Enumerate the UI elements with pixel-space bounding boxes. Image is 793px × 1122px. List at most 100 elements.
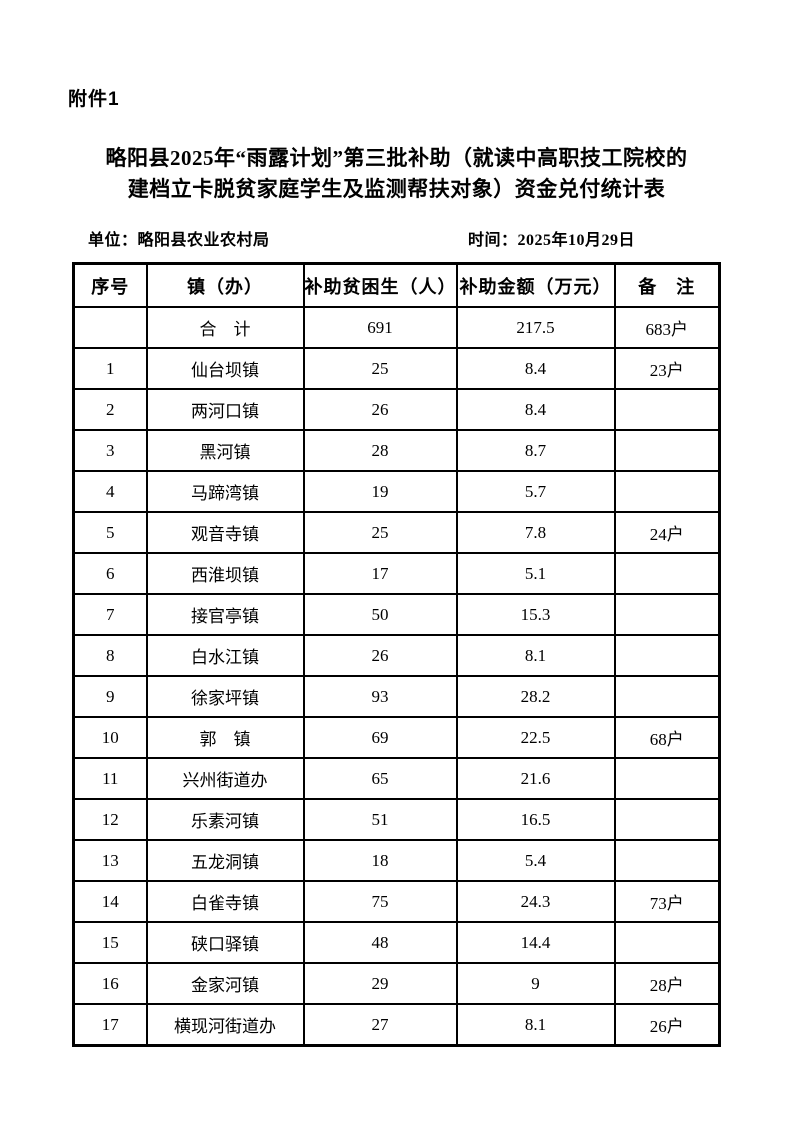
cell-amount: 28.2: [455, 675, 616, 718]
cell-town: 白水江镇: [145, 634, 305, 677]
header-students: 补助贫困生（人）: [302, 262, 458, 308]
cell-index: 13: [72, 839, 148, 882]
table-row: 13 五龙洞镇 18 5.4: [72, 839, 721, 882]
cell-students: 69: [302, 716, 458, 759]
table-row: 9 徐家坪镇 93 28.2: [72, 675, 721, 718]
table-row: 1 仙台坝镇 25 8.4 23户: [72, 347, 721, 390]
statistics-table: 序号 镇（办） 补助贫困生（人） 补助金额（万元） 备 注 合 计 691 217.…: [72, 262, 721, 1047]
document-title: 略阳县2025年“雨露计划”第三批补助（就读中高职技工院校的 建档立卡脱贫家庭学…: [0, 143, 793, 205]
cell-amount: 5.1: [455, 552, 616, 595]
cell-students: 29: [302, 962, 458, 1005]
table-row: 15 硖口驿镇 48 14.4: [72, 921, 721, 964]
table-header-row: 序号 镇（办） 补助贫困生（人） 补助金额（万元） 备 注: [72, 262, 721, 308]
cell-town: 金家河镇: [145, 962, 305, 1005]
cell-students: 48: [302, 921, 458, 964]
cell-index: 3: [72, 429, 148, 472]
cell-town: 硖口驿镇: [145, 921, 305, 964]
cell-students: 25: [302, 511, 458, 554]
title-line-1: 略阳县2025年“雨露计划”第三批补助（就读中高职技工院校的: [105, 146, 688, 170]
table-row: 4 马蹄湾镇 19 5.7: [72, 470, 721, 513]
table-row: 16 金家河镇 29 9 28户: [72, 962, 721, 1005]
cell-index: 6: [72, 552, 148, 595]
cell-town: 仙台坝镇: [145, 347, 305, 390]
cell-amount: 14.4: [455, 921, 616, 964]
table-row: 14 白雀寺镇 75 24.3 73户: [72, 880, 721, 923]
cell-students: 27: [302, 1003, 458, 1047]
cell-index: 16: [72, 962, 148, 1005]
header-remark: 备 注: [613, 262, 721, 308]
cell-remark: 28户: [613, 962, 721, 1005]
table-total-row: 合 计 691 217.5 683户: [72, 306, 721, 349]
header-town: 镇（办）: [145, 262, 305, 308]
cell-amount: 21.6: [455, 757, 616, 800]
table-row: 10 郭 镇 69 22.5 68户: [72, 716, 721, 759]
unit-label: 单位：略阳县农业农村局: [88, 232, 270, 249]
table-row: 3 黑河镇 28 8.7: [72, 429, 721, 472]
cell-remark: [613, 839, 721, 882]
cell-remark: 683户: [613, 306, 721, 349]
cell-students: 18: [302, 839, 458, 882]
cell-amount: 24.3: [455, 880, 616, 923]
table-row: 8 白水江镇 26 8.1: [72, 634, 721, 677]
table-row: 17 横现河街道办 27 8.1 26户: [72, 1003, 721, 1047]
cell-index: 4: [72, 470, 148, 513]
cell-index: 11: [72, 757, 148, 800]
cell-amount: 5.7: [455, 470, 616, 513]
cell-remark: [613, 757, 721, 800]
cell-town: 兴州街道办: [145, 757, 305, 800]
cell-amount: 15.3: [455, 593, 616, 636]
cell-index: 14: [72, 880, 148, 923]
date-label: 时间：2025年10月29日: [467, 232, 635, 249]
cell-town: 横现河街道办: [145, 1003, 305, 1047]
cell-students: 17: [302, 552, 458, 595]
table-body: 合 计 691 217.5 683户 1 仙台坝镇 25 8.4 23户 2 两河口镇 26 8.4 3 黑…: [72, 306, 721, 1047]
cell-remark: [613, 921, 721, 964]
cell-amount: 5.4: [455, 839, 616, 882]
cell-town: 黑河镇: [145, 429, 305, 472]
cell-amount: 7.8: [455, 511, 616, 554]
cell-remark: [613, 552, 721, 595]
cell-remark: [613, 429, 721, 472]
cell-students: 691: [302, 306, 458, 349]
cell-town: 马蹄湾镇: [145, 470, 305, 513]
cell-students: 51: [302, 798, 458, 841]
cell-remark: 73户: [613, 880, 721, 923]
cell-remark: [613, 470, 721, 513]
cell-town: 观音寺镇: [145, 511, 305, 554]
cell-remark: 26户: [613, 1003, 721, 1047]
cell-amount: 217.5: [455, 306, 616, 349]
cell-remark: [613, 388, 721, 431]
cell-index: 12: [72, 798, 148, 841]
table-row: 12 乐素河镇 51 16.5: [72, 798, 721, 841]
cell-students: 26: [302, 388, 458, 431]
cell-town: 接官亭镇: [145, 593, 305, 636]
cell-remark: [613, 634, 721, 677]
cell-amount: 9: [455, 962, 616, 1005]
cell-town: 西淮坝镇: [145, 552, 305, 595]
header-amount: 补助金额（万元）: [455, 262, 616, 308]
cell-amount: 8.1: [455, 1003, 616, 1047]
cell-amount: 8.7: [455, 429, 616, 472]
cell-amount: 8.1: [455, 634, 616, 677]
cell-index: 10: [72, 716, 148, 759]
cell-students: 25: [302, 347, 458, 390]
cell-remark: [613, 798, 721, 841]
table-row: 11 兴州街道办 65 21.6: [72, 757, 721, 800]
cell-town: 白雀寺镇: [145, 880, 305, 923]
table-row: 6 西淮坝镇 17 5.1: [72, 552, 721, 595]
attachment-label: 附件1: [68, 89, 120, 110]
cell-town: 徐家坪镇: [145, 675, 305, 718]
cell-town: 合 计: [145, 306, 305, 349]
cell-index: 9: [72, 675, 148, 718]
cell-remark: [613, 593, 721, 636]
cell-students: 19: [302, 470, 458, 513]
cell-town: 五龙洞镇: [145, 839, 305, 882]
table-row: 7 接官亭镇 50 15.3: [72, 593, 721, 636]
cell-town: 乐素河镇: [145, 798, 305, 841]
cell-remark: 23户: [613, 347, 721, 390]
cell-town: 两河口镇: [145, 388, 305, 431]
table-row: 2 两河口镇 26 8.4: [72, 388, 721, 431]
cell-index: 7: [72, 593, 148, 636]
cell-index: [72, 306, 148, 349]
